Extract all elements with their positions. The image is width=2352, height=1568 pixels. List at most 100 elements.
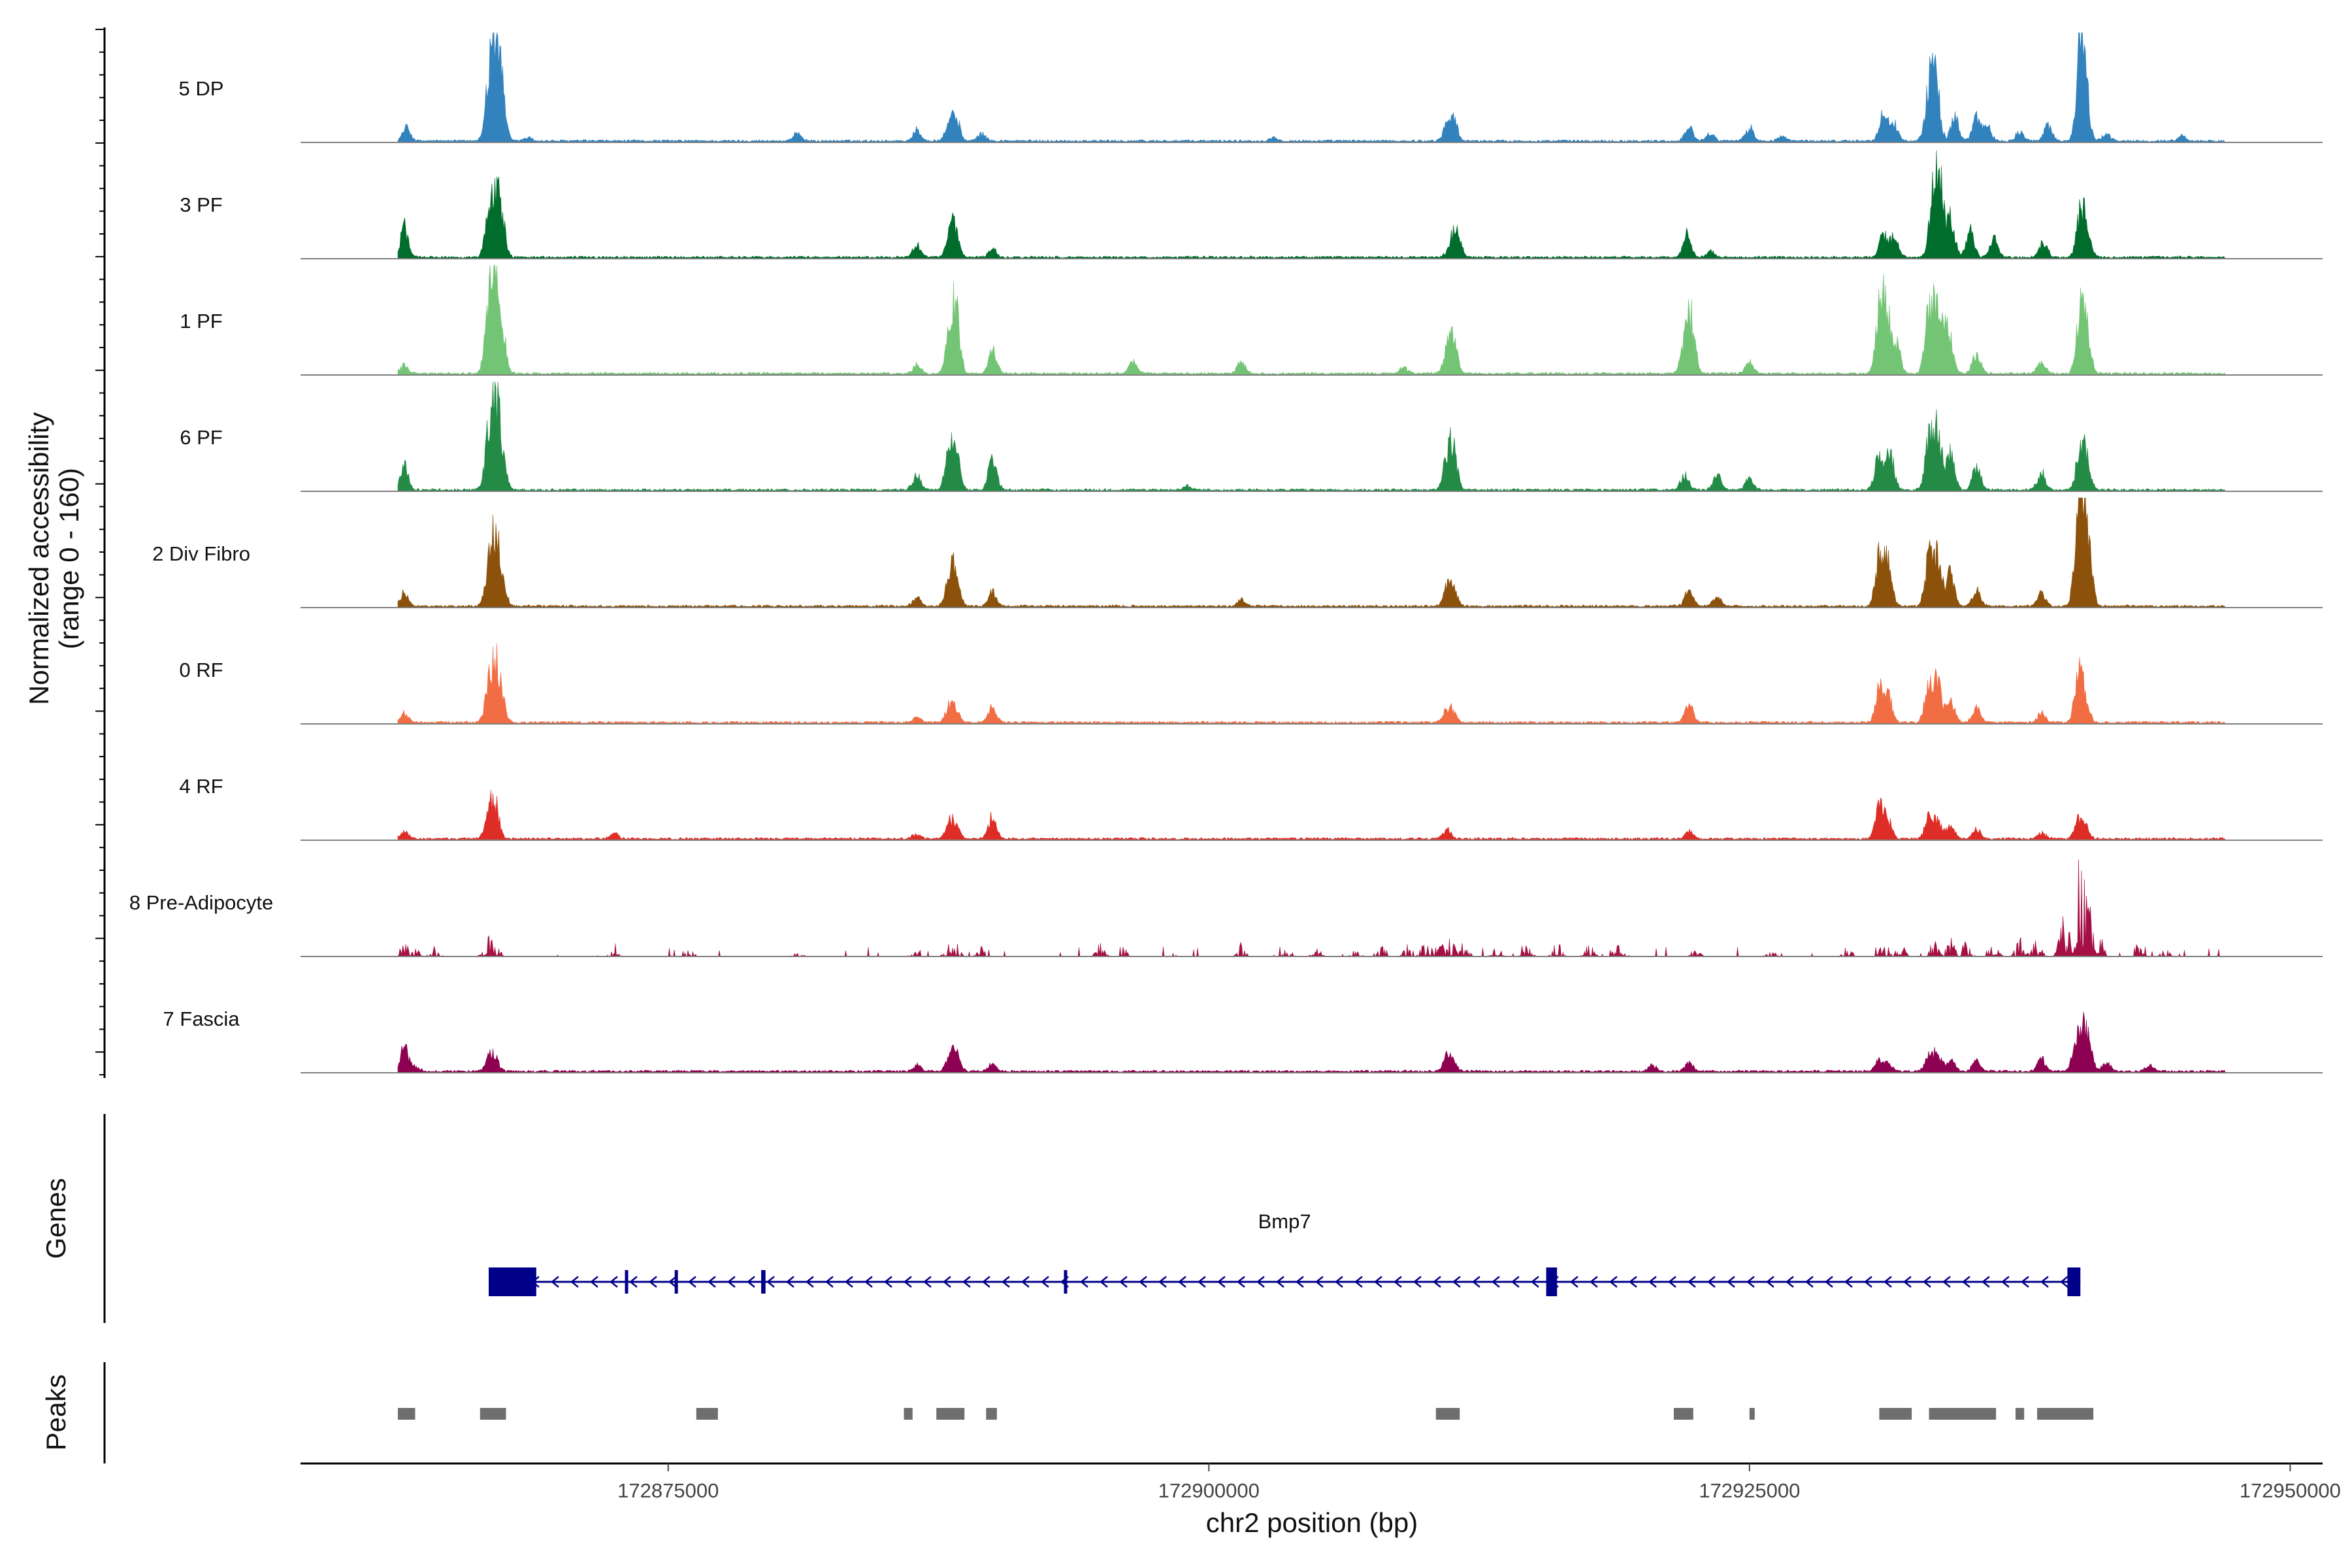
genes-panel: Genes Bmp7 (41, 1114, 2081, 1323)
peak-region (1929, 1408, 1997, 1420)
strand-arrow (1001, 1276, 1010, 1288)
genes-label: Genes (41, 1178, 71, 1259)
track-5-dp: 5 DP (179, 32, 2323, 143)
strand-arrow (1589, 1276, 1598, 1288)
track-0-rf: 0 RF (179, 643, 2323, 725)
gene-exon (674, 1270, 678, 1294)
gene-name-label: Bmp7 (1258, 1210, 1311, 1233)
peak-region (696, 1408, 718, 1420)
strand-arrow (1295, 1276, 1304, 1288)
peak-region (1435, 1408, 1460, 1420)
track-6-pf: 6 PF (180, 381, 2323, 492)
strand-arrow (589, 1276, 598, 1288)
strand-arrow (1981, 1276, 1990, 1288)
track-label: 6 PF (180, 426, 222, 449)
x-tick-label: 172875000 (617, 1479, 719, 1502)
strand-arrow (923, 1276, 932, 1288)
strand-arrow (2040, 1276, 2049, 1288)
strand-arrow (668, 1276, 677, 1288)
strand-arrow (727, 1276, 736, 1288)
strand-arrow (1452, 1276, 1461, 1288)
strand-arrow (1334, 1276, 1343, 1288)
peak-region (936, 1408, 965, 1420)
strand-arrow (825, 1276, 834, 1288)
strand-arrow (648, 1276, 657, 1288)
strand-arrow (1236, 1276, 1245, 1288)
y-axis: Normalized accessibility(range 0 - 160) (24, 27, 106, 1078)
peaks-label: Peaks (41, 1375, 71, 1451)
strand-arrow (1177, 1276, 1186, 1288)
strand-arrow (766, 1276, 775, 1288)
gene-exon (488, 1267, 536, 1296)
strand-arrow (1432, 1276, 1441, 1288)
strand-arrow (1667, 1276, 1676, 1288)
strand-arrow (1765, 1276, 1774, 1288)
coverage-tracks: 5 DP 3 PF 1 PF 6 PF 2 Div Fibro 0 RF 4 RF 8 Pre… (129, 32, 2323, 1073)
strand-arrow (1609, 1276, 1618, 1288)
coverage-area (397, 497, 2226, 608)
strand-arrow (942, 1276, 951, 1288)
track-2-div-fibro: 2 Div Fibro (152, 497, 2323, 608)
strand-arrow (903, 1276, 912, 1288)
gene-exon (1546, 1267, 1558, 1296)
strand-arrow (1315, 1276, 1324, 1288)
strand-arrow (2001, 1276, 2010, 1288)
strand-arrow (981, 1276, 990, 1288)
strand-arrow (1805, 1276, 1814, 1288)
peak-region (2015, 1408, 2025, 1420)
strand-arrow (864, 1276, 873, 1288)
strand-arrow (805, 1276, 814, 1288)
strand-arrow (1119, 1276, 1128, 1288)
y-axis-title-line1: Normalized accessibility (24, 412, 54, 705)
peak-region (1879, 1408, 1912, 1420)
strand-arrow (609, 1276, 618, 1288)
strand-arrow (1217, 1276, 1226, 1288)
strand-arrow (785, 1276, 794, 1288)
track-1-pf: 1 PF (180, 265, 2323, 376)
strand-arrow (1824, 1276, 1833, 1288)
track-label: 2 Div Fibro (152, 542, 250, 565)
strand-arrow (962, 1276, 971, 1288)
strand-arrow (550, 1276, 559, 1288)
track-label: 8 Pre-Adipocyte (129, 891, 274, 914)
track-3-pf: 3 PF (180, 150, 2323, 259)
strand-arrow (1021, 1276, 1030, 1288)
strand-arrow (1040, 1276, 1049, 1288)
strand-arrow (1903, 1276, 1912, 1288)
strand-arrow (687, 1276, 696, 1288)
coverage-area (397, 381, 2226, 492)
track-label: 3 PF (180, 193, 222, 216)
strand-arrow (1628, 1276, 1637, 1288)
strand-arrow (1158, 1276, 1167, 1288)
x-tick-label: 172925000 (1699, 1479, 1800, 1502)
peak-region (904, 1408, 913, 1420)
x-axis-title: chr2 position (bp) (1206, 1507, 1418, 1538)
x-tick-label: 172950000 (2240, 1479, 2341, 1502)
strand-arrow (1079, 1276, 1088, 1288)
track-label: 4 RF (179, 775, 223, 798)
strand-arrow (844, 1276, 853, 1288)
strand-arrow (1413, 1276, 1422, 1288)
peak-region (480, 1408, 506, 1420)
peak-region (986, 1408, 997, 1420)
coverage-area (397, 32, 2226, 143)
track-label: 5 DP (179, 77, 224, 100)
strand-arrow (570, 1276, 579, 1288)
strand-arrow (1393, 1276, 1402, 1288)
peak-region (2037, 1408, 2094, 1420)
coverage-area (397, 1011, 2226, 1073)
peak-region (1673, 1408, 1693, 1420)
y-axis-title-line2: (range 0 - 160) (54, 468, 84, 649)
coverage-area (397, 643, 2226, 725)
strand-arrow (1726, 1276, 1735, 1288)
strand-arrow (1863, 1276, 1872, 1288)
peaks-panel: Peaks (41, 1362, 2094, 1463)
gene-exon (1064, 1270, 1068, 1294)
track-4-rf: 4 RF (179, 775, 2323, 841)
coverage-area (397, 265, 2226, 376)
x-axis: 172875000 172900000 172925000 172950000 chr2… (301, 1462, 2341, 1538)
strand-arrow (1530, 1276, 1539, 1288)
strand-arrow (1491, 1276, 1500, 1288)
strand-arrow (1922, 1276, 1931, 1288)
